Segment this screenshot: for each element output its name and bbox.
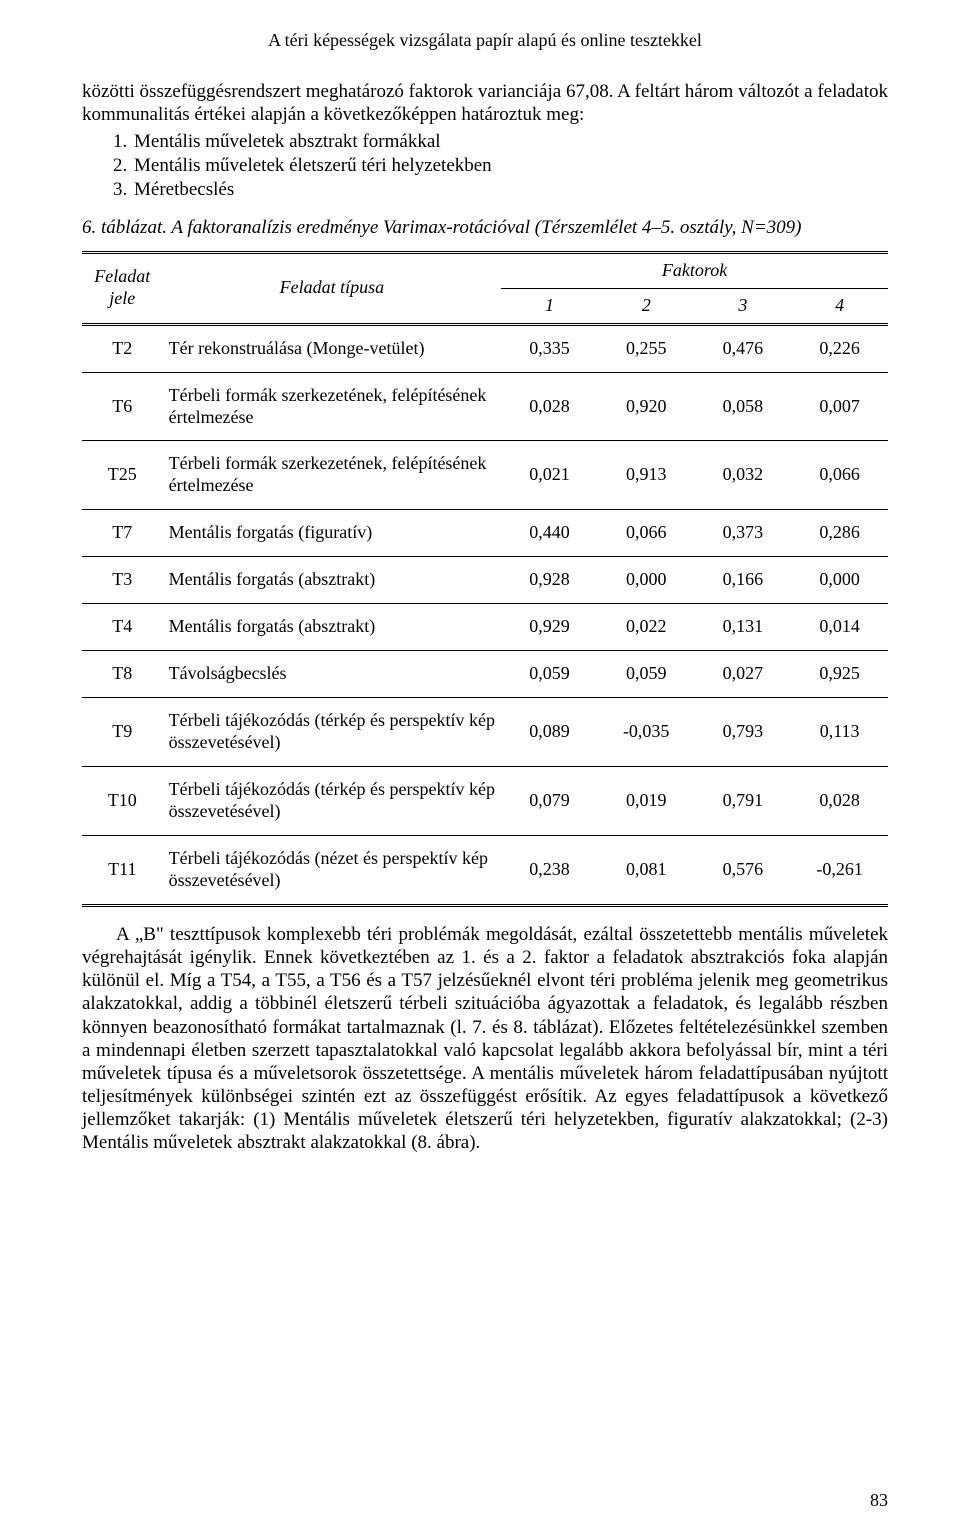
cell-code: T10 <box>82 767 163 836</box>
cell-value: 0,476 <box>695 324 792 372</box>
cell-value: 0,081 <box>598 836 695 906</box>
th-code: Feladat jele <box>82 252 163 324</box>
cell-value: 0,021 <box>501 441 598 510</box>
cell-type: Térbeli tájékozódás (nézet és perspektív… <box>163 836 502 906</box>
cell-value: 0,032 <box>695 441 792 510</box>
cell-value: 0,913 <box>598 441 695 510</box>
cell-value: 0,014 <box>791 604 888 651</box>
cell-type: Térbeli tájékozódás (térkép és perspektí… <box>163 767 502 836</box>
cell-value: 0,007 <box>791 372 888 441</box>
table-row: T9Térbeli tájékozódás (térkép és perspek… <box>82 698 888 767</box>
cell-value: 0,131 <box>695 604 792 651</box>
cell-value: 0,793 <box>695 698 792 767</box>
intro-paragraph: közötti összefüggésrendszert meghatározó… <box>82 80 888 126</box>
cell-value: -0,035 <box>598 698 695 767</box>
cell-value: 0,000 <box>598 557 695 604</box>
cell-value: 0,000 <box>791 557 888 604</box>
table-row: T8Távolságbecslés0,0590,0590,0270,925 <box>82 651 888 698</box>
table-row: T2Tér rekonstruálása (Monge-vetület)0,33… <box>82 324 888 372</box>
post-paragraph: A „B" teszttípusok komplexebb téri probl… <box>82 923 888 1155</box>
cell-value: 0,059 <box>598 651 695 698</box>
cell-type: Térbeli tájékozódás (térkép és perspektí… <box>163 698 502 767</box>
table-row: T25Térbeli formák szerkezetének, felépít… <box>82 441 888 510</box>
table-row: T10Térbeli tájékozódás (térkép és perspe… <box>82 767 888 836</box>
cell-code: T6 <box>82 372 163 441</box>
page-number: 83 <box>870 1490 888 1512</box>
table-caption-text: A faktoranalízis eredménye Varimax-rotác… <box>171 217 801 238</box>
cell-value: 0,059 <box>501 651 598 698</box>
cell-value: 0,022 <box>598 604 695 651</box>
intro-list-item: Mentális műveletek életszerű téri helyze… <box>132 154 888 178</box>
cell-type: Tér rekonstruálása (Monge-vetület) <box>163 324 502 372</box>
cell-code: T11 <box>82 836 163 906</box>
intro-list-item: Méretbecslés <box>132 178 888 202</box>
cell-value: 0,019 <box>598 767 695 836</box>
cell-type: Mentális forgatás (absztrakt) <box>163 604 502 651</box>
cell-value: 0,925 <box>791 651 888 698</box>
cell-value: 0,166 <box>695 557 792 604</box>
th-factors: Faktorok <box>501 252 888 288</box>
cell-code: T2 <box>82 324 163 372</box>
cell-value: 0,920 <box>598 372 695 441</box>
cell-value: 0,286 <box>791 510 888 557</box>
cell-value: 0,928 <box>501 557 598 604</box>
th-factor-col: 3 <box>695 288 792 324</box>
cell-value: 0,929 <box>501 604 598 651</box>
intro-list-item: Mentális műveletek absztrakt formákkal <box>132 130 888 154</box>
cell-value: 0,255 <box>598 324 695 372</box>
cell-value: 0,373 <box>695 510 792 557</box>
th-factor-col: 4 <box>791 288 888 324</box>
cell-value: 0,238 <box>501 836 598 906</box>
cell-value: 0,066 <box>791 441 888 510</box>
cell-value: 0,089 <box>501 698 598 767</box>
table-row: T6Térbeli formák szerkezetének, felépíté… <box>82 372 888 441</box>
cell-value: 0,058 <box>695 372 792 441</box>
cell-value: 0,066 <box>598 510 695 557</box>
cell-value: 0,027 <box>695 651 792 698</box>
th-factor-col: 1 <box>501 288 598 324</box>
cell-code: T7 <box>82 510 163 557</box>
cell-code: T3 <box>82 557 163 604</box>
table-row: T11Térbeli tájékozódás (nézet és perspek… <box>82 836 888 906</box>
cell-type: Mentális forgatás (absztrakt) <box>163 557 502 604</box>
cell-value: 0,335 <box>501 324 598 372</box>
cell-value: 0,113 <box>791 698 888 767</box>
table-row: T3Mentális forgatás (absztrakt)0,9280,00… <box>82 557 888 604</box>
th-factor-col: 2 <box>598 288 695 324</box>
factor-table: Feladat jele Feladat típusa Faktorok 1 2… <box>82 251 888 907</box>
cell-code: T8 <box>82 651 163 698</box>
running-head: A téri képességek vizsgálata papír alapú… <box>82 30 888 52</box>
cell-value: 0,791 <box>695 767 792 836</box>
table-row: T7Mentális forgatás (figuratív)0,4400,06… <box>82 510 888 557</box>
th-type: Feladat típusa <box>163 252 502 324</box>
table-caption: 6. táblázat. A faktoranalízis eredménye … <box>82 216 888 239</box>
table-row: T4Mentális forgatás (absztrakt)0,9290,02… <box>82 604 888 651</box>
intro-list: Mentális műveletek absztrakt formákkal M… <box>82 130 888 201</box>
cell-value: 0,028 <box>501 372 598 441</box>
cell-code: T4 <box>82 604 163 651</box>
cell-value: 0,576 <box>695 836 792 906</box>
cell-value: 0,079 <box>501 767 598 836</box>
cell-value: 0,226 <box>791 324 888 372</box>
cell-value: 0,028 <box>791 767 888 836</box>
cell-type: Távolságbecslés <box>163 651 502 698</box>
cell-value: -0,261 <box>791 836 888 906</box>
cell-type: Mentális forgatás (figuratív) <box>163 510 502 557</box>
cell-value: 0,440 <box>501 510 598 557</box>
table-caption-label: 6. táblázat. <box>82 217 167 238</box>
cell-code: T9 <box>82 698 163 767</box>
cell-type: Térbeli formák szerkezetének, felépítésé… <box>163 441 502 510</box>
cell-type: Térbeli formák szerkezetének, felépítésé… <box>163 372 502 441</box>
cell-code: T25 <box>82 441 163 510</box>
